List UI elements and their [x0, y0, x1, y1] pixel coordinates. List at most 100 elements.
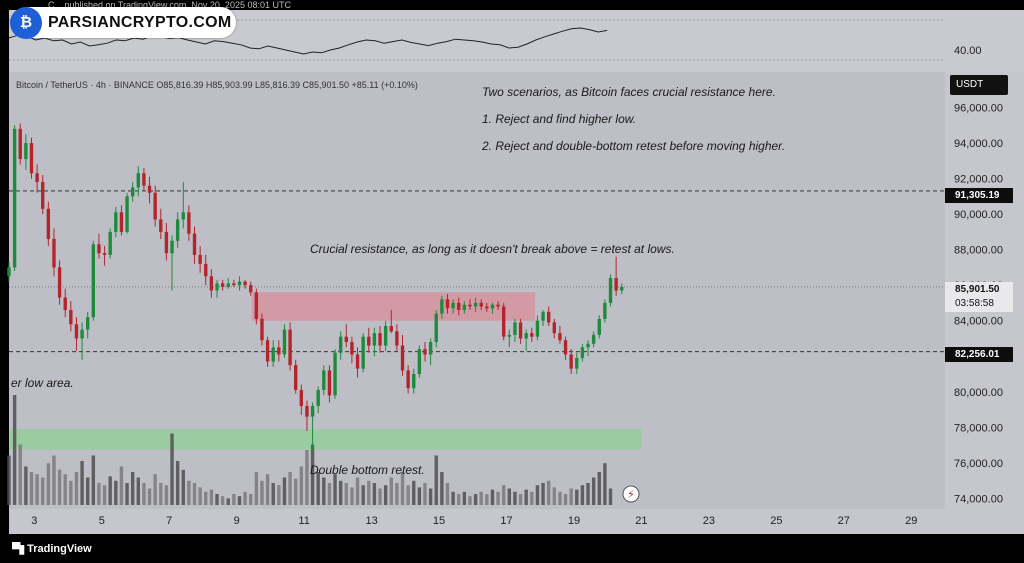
candle-body — [440, 299, 444, 314]
candle-body — [502, 306, 506, 337]
candle-body — [310, 405, 315, 417]
oscillator-axis-label: 40.00 — [954, 45, 982, 57]
candle-body — [344, 336, 348, 343]
currency-button[interactable]: USDT — [950, 75, 1008, 95]
volume-bar — [608, 488, 613, 505]
candle-body — [591, 334, 596, 344]
price-tick-label: 74,000.00 — [954, 493, 1003, 505]
volume-bar — [277, 485, 281, 505]
candle-body — [406, 370, 410, 389]
candle-body — [24, 143, 28, 160]
candle-body — [69, 310, 73, 325]
price-tag-resistance: 91,305.19 — [945, 188, 1013, 203]
volume-bar — [254, 472, 259, 505]
volume-bar — [282, 477, 287, 505]
candle-body — [580, 347, 585, 359]
volume-bar — [333, 474, 337, 505]
candle-body — [114, 212, 118, 232]
volume-bar — [7, 455, 11, 505]
volume-bar — [119, 466, 124, 505]
lightning-glyph: ⚡ — [627, 488, 635, 501]
candle-body — [524, 333, 528, 339]
volume-bar — [412, 480, 416, 505]
volume-bar — [237, 496, 242, 505]
volume-bar — [445, 483, 450, 505]
volume-bar — [479, 491, 483, 505]
tradingview-logo-icon: ▀▮ — [12, 542, 25, 556]
candle-body — [249, 285, 253, 293]
candle-body — [333, 352, 337, 396]
volume-bar — [294, 478, 298, 505]
volume-bar — [417, 487, 422, 505]
candle-body — [215, 283, 219, 291]
candle-body — [265, 340, 270, 362]
volume-bar — [299, 466, 304, 505]
tradingview-logo[interactable]: ▀▮ TradingView — [12, 542, 92, 556]
candle-body — [322, 370, 326, 390]
volume-bar — [80, 461, 84, 505]
symbol-legend[interactable]: Bitcoin / TetherUS · 4h · BINANCE O85,81… — [16, 80, 418, 90]
candle-body — [496, 304, 500, 307]
oscillator-line — [8, 27, 608, 55]
volume-bar — [496, 491, 500, 505]
candle-body — [299, 389, 304, 406]
candle-body — [119, 212, 124, 232]
volume-bar — [108, 476, 112, 505]
time-tick-label: 23 — [703, 515, 715, 527]
volume-bar — [372, 483, 377, 505]
volume-bar — [220, 496, 225, 505]
volume-bar — [546, 480, 551, 505]
candle-body — [316, 389, 320, 406]
volume-bar — [29, 472, 34, 505]
candle-body — [535, 320, 540, 337]
candle-body — [305, 405, 309, 417]
volume-bar — [74, 472, 79, 505]
candle-body — [243, 281, 247, 286]
candle-body — [597, 318, 601, 335]
candle-body — [614, 278, 618, 291]
volume-bar — [434, 455, 438, 505]
volume-bar — [575, 489, 579, 505]
note-double-bottom: Double bottom retest. — [310, 463, 425, 477]
candle-body — [288, 329, 292, 366]
candle-body — [41, 182, 45, 209]
candle-body — [12, 128, 17, 268]
volume-bar — [591, 477, 596, 505]
candle-body — [46, 208, 51, 239]
candle-body — [52, 238, 56, 268]
candle-body — [220, 283, 225, 287]
candle-body — [63, 297, 67, 311]
volume-bar — [367, 480, 371, 505]
candle-body — [170, 240, 174, 254]
volume-bar — [102, 485, 107, 505]
header-bar: C... published on TradingView.com, Nov 2… — [0, 0, 1024, 10]
candle-body — [575, 358, 579, 369]
time-tick-label: 7 — [166, 515, 172, 527]
candle-body — [254, 292, 259, 319]
candle-body — [136, 173, 140, 188]
price-tick-label: 80,000.00 — [954, 387, 1003, 399]
candle-body — [378, 333, 382, 346]
volume-bar — [35, 474, 39, 505]
volume-bar — [260, 480, 264, 505]
volume-bar — [215, 494, 219, 505]
footer-bar — [0, 534, 1024, 563]
volume-bar — [18, 444, 22, 505]
price-tag-current: 85,901.50 03:58:58 — [945, 282, 1013, 312]
volume-bar — [142, 483, 146, 505]
lightning-icon — [622, 485, 640, 503]
volume-bar — [507, 488, 512, 505]
candle-body — [558, 333, 562, 341]
volume-bar — [322, 477, 326, 505]
price-tick-label: 90,000.00 — [954, 209, 1003, 221]
candle-body — [608, 278, 613, 303]
time-tick-label: 27 — [838, 515, 850, 527]
volume-bar — [423, 483, 427, 505]
volume-bar — [490, 489, 495, 505]
note-low-area: er low area. — [11, 376, 74, 390]
support-zone — [9, 429, 642, 450]
price-tick-label: 84,000.00 — [954, 316, 1003, 328]
volume-bar — [513, 491, 517, 505]
candle-body — [260, 318, 264, 341]
time-axis[interactable] — [9, 509, 1024, 534]
